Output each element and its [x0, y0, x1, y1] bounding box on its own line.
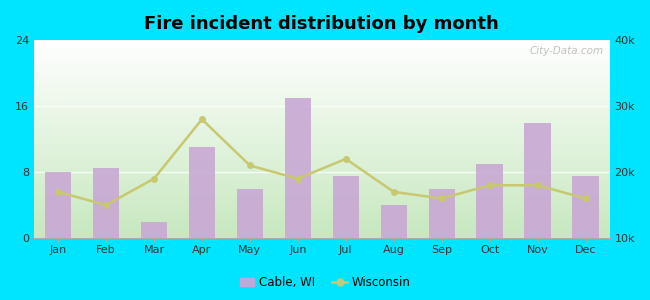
Bar	[45, 172, 72, 238]
Bar	[188, 147, 215, 238]
Bar	[237, 189, 263, 238]
Text: City-Data.com: City-Data.com	[530, 46, 604, 56]
Bar	[380, 205, 407, 238]
Bar	[93, 168, 119, 238]
Bar	[476, 164, 503, 238]
Bar	[428, 189, 455, 238]
Legend: Cable, WI, Wisconsin: Cable, WI, Wisconsin	[235, 272, 415, 294]
Bar	[525, 123, 551, 238]
Title: Fire incident distribution by month: Fire incident distribution by month	[144, 15, 499, 33]
Bar	[285, 98, 311, 238]
Bar	[573, 176, 599, 238]
Bar	[141, 222, 167, 238]
Bar	[333, 176, 359, 238]
